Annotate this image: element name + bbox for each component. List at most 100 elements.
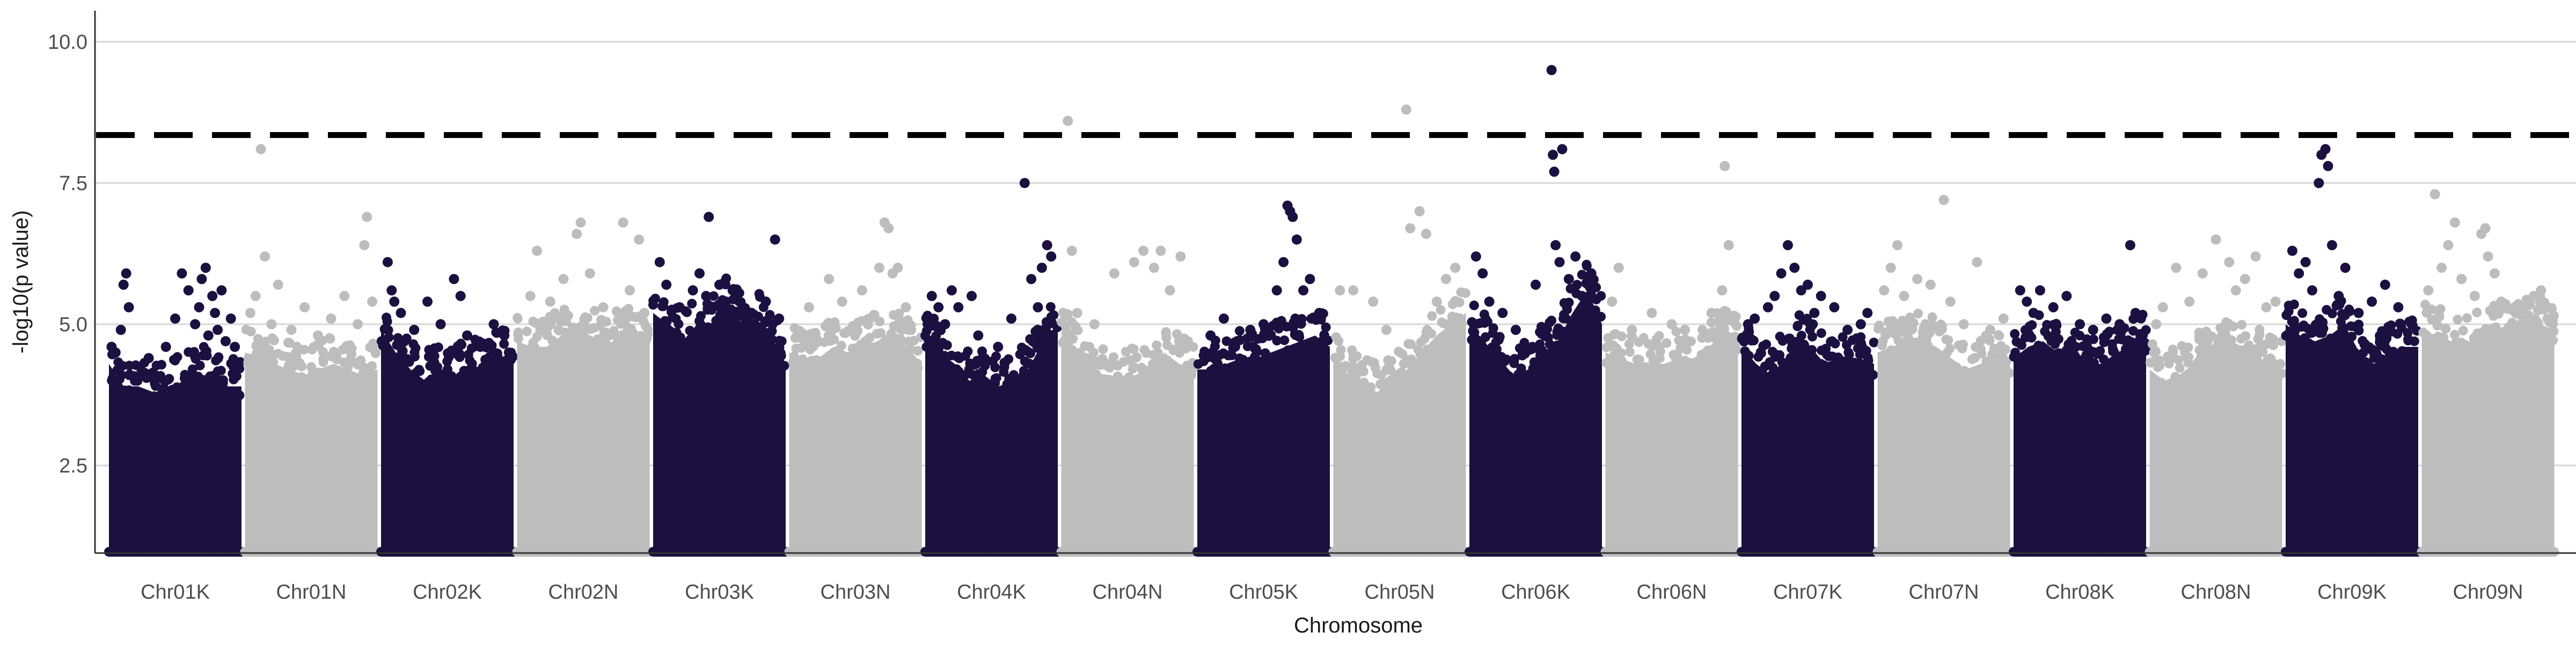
snp-point — [124, 370, 134, 380]
snp-point — [1041, 317, 1051, 327]
snp-point — [2380, 279, 2390, 290]
snp-point — [499, 339, 509, 349]
snp-point — [1417, 357, 1427, 367]
snp-point — [953, 302, 964, 312]
snp-point — [1708, 327, 1718, 337]
snp-point — [1570, 251, 1581, 262]
snp-point — [382, 312, 391, 323]
snp-point — [296, 382, 306, 392]
snp-point — [1258, 319, 1269, 330]
snp-point — [2483, 251, 2493, 262]
snp-point — [1913, 309, 1923, 319]
snp-point — [409, 347, 420, 358]
snp-point — [2549, 547, 2559, 557]
snp-point — [1887, 352, 1898, 362]
snp-point — [696, 311, 706, 321]
snp-point — [245, 308, 255, 318]
snp-point — [1715, 344, 1724, 354]
snp-point — [2038, 351, 2048, 361]
snp-point — [721, 273, 731, 283]
x-tick-label: Chr07N — [1909, 581, 1979, 604]
snp-point — [1673, 358, 1684, 368]
snp-point — [1811, 358, 1821, 368]
snp-point — [1668, 350, 1679, 360]
snp-point — [639, 316, 648, 326]
snp-point — [216, 366, 226, 376]
snp-point — [210, 308, 221, 318]
snp-point — [572, 229, 582, 239]
snp-point — [148, 374, 158, 384]
snp-point — [1730, 345, 1740, 355]
snp-point — [306, 362, 316, 372]
snp-point — [230, 341, 240, 352]
snp-point — [1421, 327, 1431, 337]
snp-point — [1592, 321, 1602, 331]
snp-point — [2492, 306, 2501, 316]
snp-point — [2107, 339, 2117, 349]
snp-point — [1660, 372, 1670, 382]
x-tick-label: Chr01N — [276, 581, 347, 604]
snp-point — [810, 328, 821, 338]
snp-point — [184, 347, 194, 357]
snp-point — [2289, 299, 2299, 309]
snp-point — [876, 328, 886, 338]
snp-point — [1782, 240, 1793, 251]
snp-point — [865, 332, 875, 343]
snp-point — [1016, 343, 1027, 353]
snp-point — [2296, 322, 2307, 332]
snp-point — [674, 302, 685, 312]
snp-point — [1036, 263, 1047, 273]
snp-point — [1314, 308, 1324, 318]
snp-point — [2237, 319, 2247, 330]
snp-point — [1004, 374, 1014, 384]
y-tick-label: 7.5 — [59, 172, 87, 195]
snp-point — [376, 336, 386, 346]
snp-point — [1330, 353, 1340, 363]
snp-point — [1681, 341, 1691, 351]
snp-point — [1753, 352, 1763, 362]
snp-point — [1816, 328, 1826, 338]
snp-point — [2075, 331, 2085, 340]
snp-point — [160, 341, 171, 352]
snp-point — [513, 312, 523, 323]
chromosome-chr08k — [2009, 309, 2151, 557]
snp-point — [177, 268, 187, 279]
snp-point — [1586, 289, 1597, 300]
snp-point — [115, 324, 126, 335]
snp-point — [1878, 336, 1888, 346]
snp-point — [2436, 263, 2447, 273]
snp-point — [408, 370, 418, 380]
snp-point — [1431, 296, 1442, 307]
snp-point — [1271, 285, 1282, 296]
snp-point — [598, 302, 609, 312]
snp-point — [1033, 302, 1043, 312]
snp-point — [467, 359, 477, 369]
snp-point — [1674, 336, 1684, 346]
snp-point — [1383, 355, 1393, 365]
snp-point — [2393, 302, 2404, 312]
snp-point — [1855, 319, 1866, 330]
snp-point — [1879, 285, 1890, 296]
snp-point — [1030, 359, 1041, 369]
snp-point — [606, 346, 616, 357]
snp-point — [2300, 257, 2311, 267]
snp-point — [2542, 313, 2553, 324]
x-tick-label: Chr05N — [1365, 581, 1435, 604]
snp-point — [685, 325, 695, 336]
chromosome-chr08n — [2145, 317, 2287, 557]
snp-point — [135, 362, 145, 372]
snp-point — [734, 296, 744, 307]
snp-point — [1355, 385, 1364, 395]
x-tick-label: Chr06N — [1637, 581, 1707, 604]
snp-point — [1646, 308, 1657, 318]
snp-point — [1072, 308, 1082, 318]
snp-point — [1957, 344, 1967, 354]
snp-point — [616, 315, 626, 325]
snp-point-cluster — [789, 330, 922, 557]
snp-point — [639, 308, 650, 318]
snp-point — [1985, 360, 1995, 370]
snp-point — [2546, 303, 2557, 313]
snp-point — [2322, 305, 2332, 315]
snp-point — [2254, 342, 2264, 352]
